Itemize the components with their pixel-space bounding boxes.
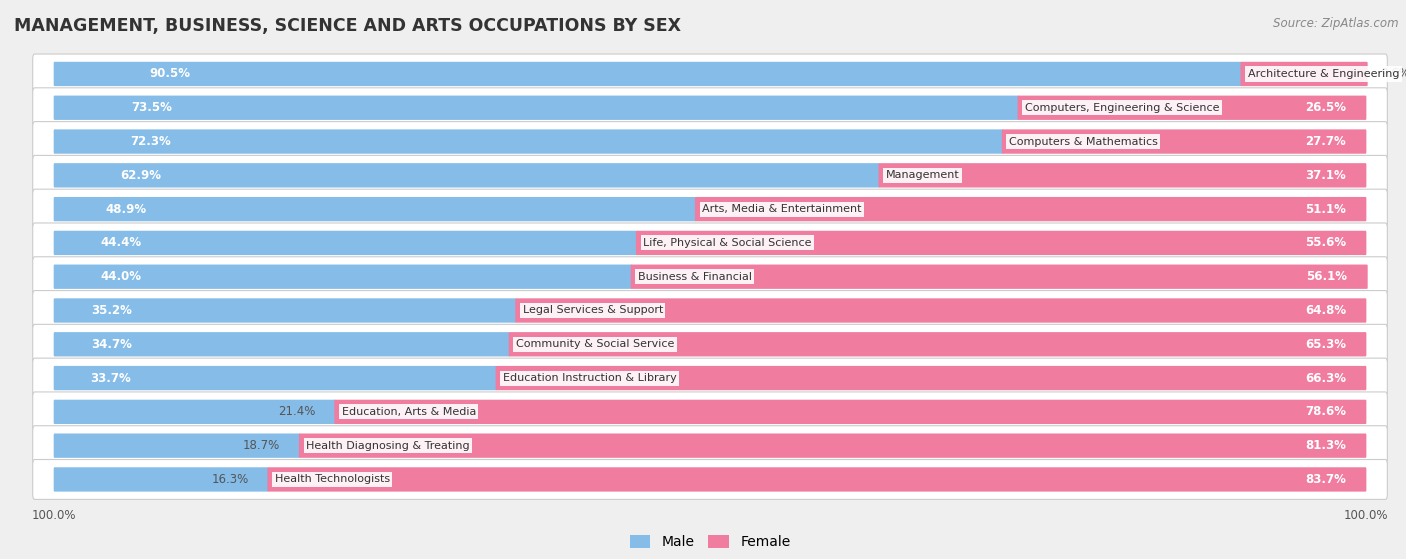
Text: 55.6%: 55.6%: [1305, 236, 1346, 249]
FancyBboxPatch shape: [32, 189, 1388, 229]
FancyBboxPatch shape: [1240, 62, 1368, 86]
FancyBboxPatch shape: [53, 299, 516, 323]
Text: 27.7%: 27.7%: [1305, 135, 1346, 148]
FancyBboxPatch shape: [53, 197, 696, 221]
Text: Education Instruction & Library: Education Instruction & Library: [503, 373, 676, 383]
FancyBboxPatch shape: [631, 264, 1368, 289]
Text: 21.4%: 21.4%: [278, 405, 315, 418]
FancyBboxPatch shape: [32, 426, 1388, 466]
FancyBboxPatch shape: [1002, 129, 1367, 154]
Text: Architecture & Engineering: Architecture & Engineering: [1247, 69, 1399, 79]
FancyBboxPatch shape: [32, 324, 1388, 364]
FancyBboxPatch shape: [53, 433, 301, 458]
FancyBboxPatch shape: [53, 366, 496, 390]
Text: 56.1%: 56.1%: [1306, 270, 1347, 283]
FancyBboxPatch shape: [32, 291, 1388, 330]
Text: Management: Management: [886, 170, 959, 181]
FancyBboxPatch shape: [53, 264, 633, 289]
FancyBboxPatch shape: [32, 223, 1388, 263]
Text: 9.6%: 9.6%: [1381, 68, 1406, 80]
Text: 64.8%: 64.8%: [1305, 304, 1346, 317]
FancyBboxPatch shape: [515, 299, 1367, 323]
Text: 62.9%: 62.9%: [121, 169, 162, 182]
Text: MANAGEMENT, BUSINESS, SCIENCE AND ARTS OCCUPATIONS BY SEX: MANAGEMENT, BUSINESS, SCIENCE AND ARTS O…: [14, 17, 681, 35]
FancyBboxPatch shape: [53, 163, 880, 187]
FancyBboxPatch shape: [32, 358, 1388, 398]
Text: 44.0%: 44.0%: [100, 270, 142, 283]
FancyBboxPatch shape: [509, 332, 1367, 357]
FancyBboxPatch shape: [879, 163, 1367, 187]
Text: 83.7%: 83.7%: [1305, 473, 1346, 486]
FancyBboxPatch shape: [636, 231, 1367, 255]
Legend: Male, Female: Male, Female: [624, 530, 796, 555]
Text: Community & Social Service: Community & Social Service: [516, 339, 675, 349]
Text: 44.4%: 44.4%: [101, 236, 142, 249]
FancyBboxPatch shape: [32, 459, 1388, 499]
FancyBboxPatch shape: [53, 96, 1019, 120]
FancyBboxPatch shape: [32, 88, 1388, 127]
Text: 48.9%: 48.9%: [105, 202, 146, 216]
Text: Life, Physical & Social Science: Life, Physical & Social Science: [643, 238, 811, 248]
Text: 33.7%: 33.7%: [90, 372, 131, 385]
Text: 16.3%: 16.3%: [211, 473, 249, 486]
Text: Computers, Engineering & Science: Computers, Engineering & Science: [1025, 103, 1219, 113]
FancyBboxPatch shape: [53, 400, 336, 424]
Text: Education, Arts & Media: Education, Arts & Media: [342, 407, 475, 417]
FancyBboxPatch shape: [53, 231, 637, 255]
FancyBboxPatch shape: [32, 54, 1388, 94]
FancyBboxPatch shape: [53, 332, 510, 357]
Text: 51.1%: 51.1%: [1305, 202, 1346, 216]
Text: 18.7%: 18.7%: [243, 439, 280, 452]
Text: Legal Services & Support: Legal Services & Support: [523, 306, 662, 315]
Text: 35.2%: 35.2%: [91, 304, 132, 317]
Text: 26.5%: 26.5%: [1305, 101, 1346, 114]
Text: 78.6%: 78.6%: [1305, 405, 1346, 418]
FancyBboxPatch shape: [1018, 96, 1367, 120]
FancyBboxPatch shape: [53, 129, 1002, 154]
FancyBboxPatch shape: [695, 197, 1367, 221]
Text: Health Technologists: Health Technologists: [274, 475, 389, 485]
Text: 72.3%: 72.3%: [131, 135, 172, 148]
Text: 90.5%: 90.5%: [149, 68, 190, 80]
Text: 34.7%: 34.7%: [91, 338, 132, 351]
Text: 81.3%: 81.3%: [1305, 439, 1346, 452]
FancyBboxPatch shape: [267, 467, 1367, 491]
Text: 37.1%: 37.1%: [1305, 169, 1346, 182]
Text: 65.3%: 65.3%: [1305, 338, 1346, 351]
Text: 66.3%: 66.3%: [1305, 372, 1346, 385]
FancyBboxPatch shape: [53, 62, 1241, 86]
Text: Arts, Media & Entertainment: Arts, Media & Entertainment: [702, 204, 862, 214]
Text: Health Diagnosing & Treating: Health Diagnosing & Treating: [307, 440, 470, 451]
FancyBboxPatch shape: [496, 366, 1367, 390]
Text: Computers & Mathematics: Computers & Mathematics: [1010, 136, 1159, 146]
FancyBboxPatch shape: [32, 392, 1388, 432]
FancyBboxPatch shape: [32, 122, 1388, 162]
Text: Source: ZipAtlas.com: Source: ZipAtlas.com: [1274, 17, 1399, 30]
FancyBboxPatch shape: [335, 400, 1367, 424]
Text: 73.5%: 73.5%: [131, 101, 173, 114]
FancyBboxPatch shape: [299, 433, 1367, 458]
FancyBboxPatch shape: [32, 257, 1388, 297]
FancyBboxPatch shape: [32, 155, 1388, 195]
FancyBboxPatch shape: [53, 467, 269, 491]
Text: Business & Financial: Business & Financial: [638, 272, 752, 282]
